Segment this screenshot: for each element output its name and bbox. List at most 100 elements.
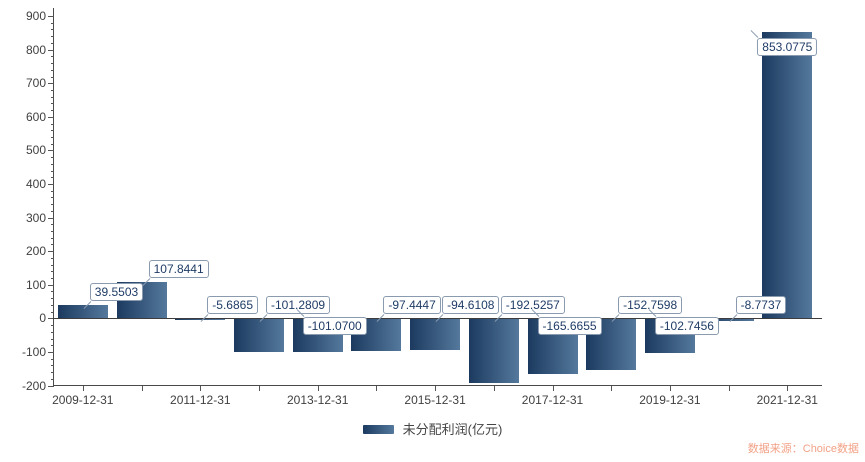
y-axis-major-tick bbox=[47, 318, 54, 320]
y-axis-label: 0 bbox=[39, 311, 46, 326]
y-axis-major-tick bbox=[47, 284, 54, 286]
y-axis-label: 900 bbox=[25, 9, 46, 23]
y-axis-minor-tick bbox=[50, 22, 54, 24]
x-axis-label: 2011-12-31 bbox=[170, 393, 231, 407]
x-axis-tick bbox=[376, 386, 378, 391]
y-axis-minor-tick bbox=[50, 345, 54, 347]
y-axis-minor-tick bbox=[50, 224, 54, 226]
x-axis-tick bbox=[552, 386, 554, 391]
x-axis-label: 2019-12-31 bbox=[639, 393, 701, 407]
y-axis-minor-tick bbox=[50, 56, 54, 58]
y-axis-minor-tick bbox=[50, 257, 54, 259]
bar-value-label: -101.0700 bbox=[296, 309, 367, 336]
bar[interactable] bbox=[175, 318, 226, 321]
y-axis-minor-tick bbox=[50, 304, 54, 306]
x-axis-tick bbox=[259, 386, 260, 391]
y-axis-major-tick bbox=[47, 184, 54, 185]
label-leader-line bbox=[750, 29, 759, 38]
y-axis-minor-tick bbox=[50, 76, 54, 78]
y-axis-minor-tick bbox=[50, 365, 54, 367]
y-axis-minor-tick bbox=[50, 298, 54, 300]
y-axis-minor-tick bbox=[50, 271, 54, 273]
x-axis-tick bbox=[141, 386, 143, 391]
y-axis-minor-tick bbox=[50, 123, 54, 125]
y-axis-minor-tick bbox=[50, 291, 54, 293]
bar[interactable] bbox=[703, 318, 754, 322]
x-axis-label: 2017-12-31 bbox=[521, 393, 584, 407]
bar-value-label: -5.6865 bbox=[200, 296, 258, 323]
y-axis-minor-tick bbox=[50, 378, 54, 380]
y-axis-label: -200 bbox=[21, 378, 46, 393]
bar[interactable] bbox=[57, 305, 108, 319]
y-axis-major-tick bbox=[47, 150, 54, 152]
y-axis-minor-tick bbox=[50, 130, 54, 132]
bar-value-label: -165.6655 bbox=[531, 309, 602, 336]
y-axis-minor-tick bbox=[50, 264, 54, 266]
x-axis-tick bbox=[728, 386, 730, 391]
y-axis-minor-tick bbox=[50, 338, 54, 340]
bar-value-label: -97.4447 bbox=[376, 296, 441, 323]
bar-value-label: -101.2809 bbox=[259, 296, 331, 323]
y-axis-major-tick bbox=[47, 351, 54, 353]
bar[interactable] bbox=[762, 31, 813, 319]
y-axis-major-tick bbox=[47, 251, 54, 253]
y-axis-minor-tick bbox=[50, 157, 54, 159]
x-axis-tick bbox=[669, 386, 671, 391]
y-axis-minor-tick bbox=[50, 177, 54, 179]
bar-value-label: -8.7737 bbox=[729, 296, 787, 323]
y-axis-minor-tick bbox=[50, 36, 54, 38]
x-axis-label: 2015-12-31 bbox=[404, 393, 466, 407]
x-axis-tick bbox=[611, 386, 613, 391]
x-axis-tick bbox=[82, 386, 84, 391]
y-axis-label: 700 bbox=[25, 76, 46, 91]
bar[interactable] bbox=[410, 318, 461, 351]
y-axis-minor-tick bbox=[50, 190, 54, 192]
y-axis-minor-tick bbox=[50, 89, 54, 91]
y-axis-minor-tick bbox=[50, 237, 54, 239]
y-axis-minor-tick bbox=[50, 29, 54, 31]
legend: 未分配利润(亿元) bbox=[0, 422, 865, 437]
bar-value-label: -152.7598 bbox=[611, 296, 683, 323]
y-axis-minor-tick bbox=[50, 163, 54, 165]
y-axis-minor-tick bbox=[50, 110, 54, 112]
bar-value-label: 107.8441 bbox=[142, 260, 209, 287]
y-axis-minor-tick bbox=[50, 42, 54, 44]
bar-value-label: -94.6108 bbox=[435, 296, 500, 323]
legend-swatch[interactable] bbox=[362, 425, 394, 434]
y-axis-minor-tick bbox=[50, 311, 54, 313]
x-axis-label: 2021-12-31 bbox=[756, 393, 818, 407]
y-axis-major-tick bbox=[47, 217, 54, 219]
y-axis-major-tick bbox=[47, 116, 54, 118]
data-source-label: 数据来源：Choice数据 bbox=[747, 443, 859, 455]
y-axis-minor-tick bbox=[50, 143, 54, 145]
y-axis-minor-tick bbox=[50, 358, 54, 360]
x-axis-tick bbox=[200, 386, 202, 391]
y-axis-minor-tick bbox=[50, 69, 54, 71]
y-axis-minor-tick bbox=[50, 96, 54, 98]
x-axis-tick bbox=[435, 386, 437, 391]
bar[interactable] bbox=[468, 318, 519, 383]
x-axis-line bbox=[53, 385, 822, 386]
y-axis-minor-tick bbox=[50, 278, 54, 279]
y-axis-label: -100 bbox=[21, 344, 46, 359]
x-axis-label: 2013-12-31 bbox=[286, 393, 349, 407]
legend-label[interactable]: 未分配利润(亿元) bbox=[402, 422, 503, 437]
y-axis-major-tick bbox=[47, 16, 54, 17]
y-axis-label: 800 bbox=[25, 42, 46, 57]
y-axis-minor-tick bbox=[50, 231, 54, 232]
bar[interactable] bbox=[234, 318, 284, 353]
y-axis-minor-tick bbox=[50, 204, 54, 206]
bar-value-label: -102.7456 bbox=[648, 309, 719, 336]
x-axis-tick bbox=[493, 386, 495, 391]
y-axis-line bbox=[53, 8, 54, 386]
y-axis-label: 400 bbox=[25, 177, 46, 191]
y-axis-major-tick bbox=[47, 83, 54, 85]
x-axis-tick bbox=[317, 386, 319, 391]
bar-value-label: -192.5257 bbox=[494, 296, 565, 323]
y-axis-minor-tick bbox=[50, 170, 54, 172]
y-axis-major-tick bbox=[47, 49, 54, 51]
y-axis-major-tick bbox=[47, 385, 54, 387]
y-axis-minor-tick bbox=[50, 63, 54, 64]
x-axis-tick bbox=[787, 386, 789, 391]
